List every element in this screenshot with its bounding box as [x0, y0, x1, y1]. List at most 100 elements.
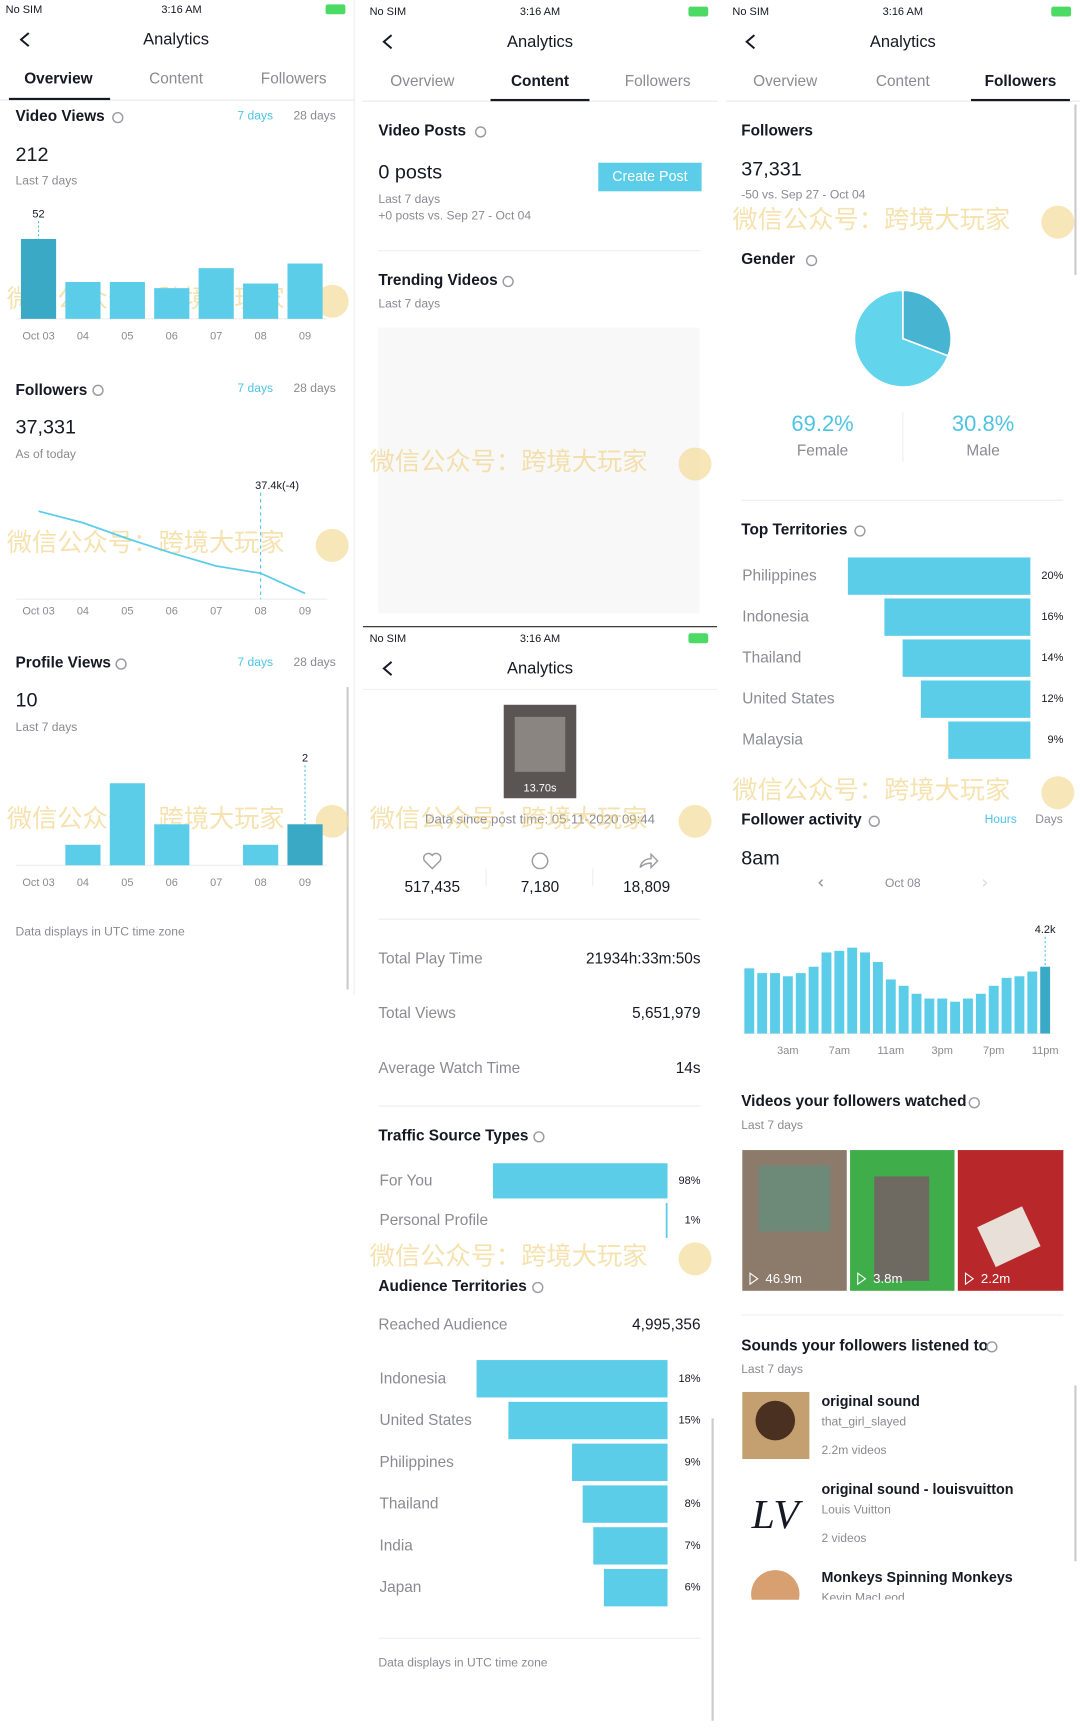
- tab-underline: [971, 98, 1070, 102]
- tab[interactable]: Overview: [24, 71, 92, 88]
- bar: [492, 1163, 668, 1199]
- next-day[interactable]: [982, 879, 988, 887]
- view-count: 2.2m: [981, 1271, 1010, 1286]
- watermark: 微信公众号：跨境大玩家: [732, 206, 1010, 234]
- sound-artist: Kevin MacLeod: [821, 1591, 904, 1605]
- section-title: Followers: [16, 382, 88, 399]
- tab[interactable]: Content: [876, 73, 931, 90]
- tab[interactable]: Content: [149, 71, 204, 88]
- back-button[interactable]: [382, 661, 393, 676]
- button-label[interactable]: Create Post: [612, 169, 687, 185]
- section-title: Traffic Source Types: [378, 1127, 528, 1144]
- content-panel: No SIM 3:16 AM Analytics Overview Conten…: [362, 6, 718, 614]
- stat: 7,180: [521, 879, 559, 896]
- post-panel: No SIM 3:16 AM Analytics 13.70s Data sin…: [362, 626, 718, 1669]
- data-label: 20%: [1041, 570, 1063, 582]
- metric-value: 14s: [676, 1060, 701, 1077]
- bar: [988, 985, 999, 1034]
- watermark-badge: [315, 284, 349, 318]
- clock: 3:16 AM: [883, 6, 923, 18]
- info-icon: [986, 1341, 998, 1353]
- play-icon: [857, 1272, 867, 1286]
- page-title: Analytics: [507, 659, 573, 677]
- metric-label: Average Watch Time: [378, 1060, 520, 1077]
- sound-name: original sound: [821, 1394, 919, 1410]
- caption: As of today: [16, 447, 77, 461]
- tab[interactable]: Content: [511, 73, 569, 90]
- x-tick-label: 11pm: [1032, 1045, 1059, 1057]
- carrier: No SIM: [6, 4, 43, 16]
- prev-day[interactable]: [818, 879, 824, 887]
- x-tick-label: 05: [121, 605, 133, 617]
- data-label: 9%: [685, 1456, 701, 1468]
- x-tick-label: 3am: [777, 1045, 798, 1057]
- carrier: No SIM: [370, 6, 407, 18]
- bar: [476, 1360, 668, 1398]
- tab[interactable]: Overview: [390, 73, 455, 90]
- bar: [198, 268, 234, 319]
- footer-note: Data displays in UTC time zone: [16, 924, 185, 938]
- play-icon: [964, 1272, 975, 1286]
- data-label: 14%: [1041, 652, 1063, 664]
- x-tick-label: 7pm: [983, 1045, 1004, 1057]
- watermark: 微信公众号：跨境大玩家: [732, 777, 1010, 805]
- tab[interactable]: Followers: [261, 71, 327, 88]
- caption: Last 7 days: [741, 1362, 803, 1376]
- range-option[interactable]: Hours: [985, 812, 1017, 826]
- range-option[interactable]: 28 days: [293, 381, 335, 395]
- followers-panel: No SIM 3:16 AM Analytics Overview Conten…: [725, 6, 1080, 1618]
- bar: [950, 1001, 961, 1034]
- watermark-badge: [315, 804, 349, 838]
- back-button[interactable]: [745, 34, 756, 50]
- create-post-button[interactable]: [598, 162, 702, 192]
- bar: [744, 968, 755, 1034]
- bar: [834, 950, 845, 1034]
- x-tick-label: Oct 03: [22, 605, 54, 617]
- bar: [975, 993, 986, 1034]
- bar: [1001, 977, 1012, 1034]
- duration: 13.70s: [524, 782, 557, 794]
- range-option[interactable]: 28 days: [293, 655, 335, 669]
- bar: [665, 1202, 668, 1239]
- x-tick-label: 08: [255, 877, 267, 889]
- watermark-badge: [1041, 205, 1075, 239]
- bar: [109, 783, 145, 866]
- category-label: Philippines: [379, 1454, 454, 1471]
- brand-logo: LV: [751, 1492, 804, 1538]
- watermark: 微信公众号：跨境大玩家: [370, 1243, 648, 1271]
- metric-label: Total Views: [378, 1005, 456, 1022]
- back-button[interactable]: [382, 34, 393, 50]
- data-label: 52: [32, 208, 44, 220]
- data-label: 69.2%: [791, 411, 853, 436]
- tab[interactable]: Followers: [985, 73, 1057, 90]
- x-tick-label: 05: [121, 877, 133, 889]
- x-tick-label: 3pm: [932, 1045, 953, 1057]
- date: Oct 08: [885, 876, 921, 890]
- range-option[interactable]: 7 days: [237, 655, 273, 669]
- watermark-badge: [678, 804, 712, 838]
- range-option[interactable]: 28 days: [293, 108, 335, 122]
- sound-artist: Louis Vuitton: [821, 1503, 890, 1517]
- sound-cover[interactable]: [751, 1570, 800, 1618]
- bar: [287, 824, 323, 866]
- back-button[interactable]: [19, 32, 30, 47]
- x-tick-label: Oct 03: [22, 877, 54, 889]
- video-thumbnail-detail: [977, 1206, 1041, 1268]
- x-tick-label: 11am: [877, 1045, 904, 1057]
- video-thumbnail-detail: [758, 1165, 831, 1232]
- tab[interactable]: Followers: [625, 73, 691, 90]
- range-option[interactable]: Days: [1035, 812, 1063, 826]
- watermark: 微信公众号：跨境大玩家: [7, 805, 285, 833]
- bar: [782, 976, 793, 1034]
- footer-note: Data displays in UTC time zone: [378, 1655, 547, 1669]
- range-option[interactable]: 7 days: [237, 108, 273, 122]
- overview-panel: No SIM 3:16 AM Analytics Overview Conten…: [0, 4, 355, 938]
- stat: 517,435: [404, 879, 460, 896]
- range-option[interactable]: 7 days: [237, 381, 273, 395]
- line: [38, 510, 306, 595]
- tab[interactable]: Overview: [753, 73, 818, 90]
- bar: [847, 557, 1031, 595]
- clock: 3:16 AM: [520, 633, 560, 645]
- section-title: Profile Views: [16, 654, 111, 671]
- metric-value: 4,995,356: [632, 1316, 700, 1333]
